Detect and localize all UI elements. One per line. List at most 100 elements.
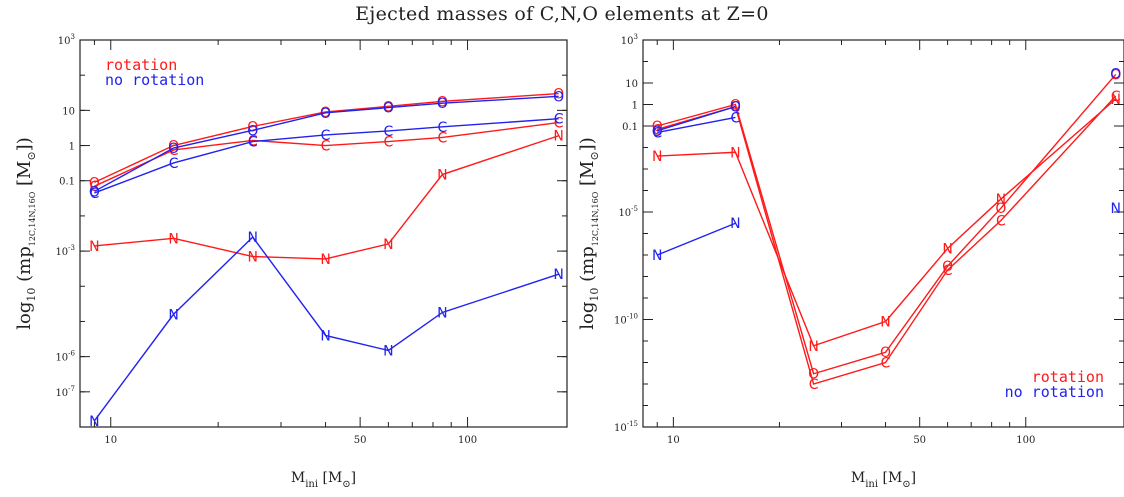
legend-entry: no rotation: [105, 71, 204, 89]
data-point-marker: C: [731, 100, 741, 116]
data-point-marker: N: [247, 250, 257, 266]
chart-panel-2: 10 50 100 10-15 10-10 10-5 0.1 1 10 103 log10 (mp1…: [577, 33, 1124, 490]
series-line: [94, 117, 559, 194]
data-point-marker: O: [168, 141, 179, 157]
data-point-marker: C: [321, 128, 331, 144]
data-point-marker: O: [168, 139, 179, 155]
y-tick-label: 10-5: [618, 205, 638, 219]
data-point-marker: C: [90, 179, 100, 195]
data-point-marker: N: [168, 231, 178, 247]
y-tick-label: 0.1: [59, 177, 75, 188]
data-point-marker: O: [437, 94, 448, 110]
series-line: [657, 105, 736, 132]
data-point-marker: N: [383, 343, 393, 359]
data-point-marker: O: [995, 201, 1006, 217]
data-point-marker: N: [437, 305, 447, 321]
data-point-marker: O: [320, 106, 331, 122]
data-point-marker: O: [730, 98, 741, 114]
x-tick-label: 10: [667, 435, 680, 446]
data-point-marker: N: [89, 239, 99, 255]
data-point-marker: C: [169, 143, 179, 159]
y-tick-label: 10-15: [614, 420, 638, 434]
data-point-marker: N: [168, 307, 178, 323]
x-tick-label: 50: [354, 435, 367, 446]
x-axis-label: Mini [M⊙]: [291, 470, 356, 490]
data-point-marker: O: [89, 175, 100, 191]
y-axis-label: log10 (mp12C,14N,16O [M⊙]): [14, 137, 38, 329]
y-tick-label: 10-3: [55, 244, 75, 258]
y-tick-label: 103: [58, 33, 75, 47]
series-line: [657, 98, 1117, 347]
data-point-marker: O: [89, 184, 100, 200]
figure-title: Ejected masses of C,N,O elements at Z=0: [355, 3, 769, 25]
series-no-rotation-C: CCC C C CC: [90, 112, 564, 202]
data-point-marker: N: [383, 237, 393, 253]
data-point-marker: C: [652, 125, 662, 141]
data-point-marker: O: [247, 119, 258, 135]
data-point-marker: C: [90, 186, 100, 202]
series-line: [94, 92, 559, 183]
data-point-marker: O: [553, 89, 564, 105]
data-point-marker: N: [652, 149, 662, 165]
y-tick-label: 1: [632, 101, 638, 112]
y-tick-label: 10-10: [614, 313, 638, 327]
data-point-marker: O: [437, 96, 448, 112]
data-point-marker: N: [553, 267, 563, 283]
data-point-marker: N: [730, 145, 740, 161]
legend-entry: rotation: [105, 56, 177, 74]
series-line: [94, 121, 559, 187]
data-point-marker: O: [730, 100, 741, 116]
y-axis-label: log10 (mp12C,14N,16O [M⊙]): [577, 137, 601, 329]
data-point-marker: C: [169, 156, 179, 172]
data-point-marker: O: [880, 345, 891, 361]
data-point-marker: N: [553, 129, 563, 145]
y-tick-label: 10-6: [55, 350, 75, 364]
data-point-marker: O: [553, 87, 564, 103]
plot-frame: [79, 39, 568, 428]
data-point-marker: C: [248, 135, 258, 151]
data-point-marker: C: [383, 124, 393, 140]
data-point-marker: N: [942, 242, 952, 258]
series-line: [657, 95, 1117, 385]
data-point-marker: C: [996, 214, 1006, 230]
data-point-marker: O: [1110, 66, 1121, 82]
x-axis-label: Mini [M⊙]: [851, 470, 916, 490]
x-tick-label: 10: [104, 435, 117, 446]
series-line: [657, 116, 736, 134]
y-tick-label: 1: [69, 142, 75, 153]
data-point-marker: C: [554, 112, 564, 128]
series-no-rotation-O: O O O: [652, 66, 1122, 139]
x-tick-label: 50: [913, 435, 926, 446]
data-point-marker: N: [880, 315, 890, 331]
y-tick-label: 10: [625, 79, 638, 90]
data-point-marker: C: [1111, 89, 1121, 105]
data-point-marker: N: [320, 328, 330, 344]
data-point-marker: C: [881, 356, 891, 372]
data-point-marker: N: [1110, 92, 1120, 108]
data-point-marker: O: [652, 124, 663, 140]
y-tick-label: 103: [621, 33, 638, 47]
data-point-marker: N: [437, 168, 447, 184]
data-point-marker: N: [320, 252, 330, 268]
y-tick-label: 10: [62, 106, 75, 117]
y-tick-label: 0.1: [622, 122, 638, 133]
series-no-rotation-C: CC: [652, 110, 740, 141]
data-point-marker: C: [943, 263, 953, 279]
data-point-marker: C: [321, 139, 331, 155]
data-point-marker: N: [808, 339, 818, 355]
data-point-marker: N: [996, 192, 1006, 208]
series-no-rotation-N: N N N: [652, 201, 1121, 264]
data-point-marker: N: [247, 230, 257, 246]
data-point-marker: C: [731, 110, 741, 126]
legend-entry: no rotation: [1005, 383, 1104, 401]
data-point-marker: C: [437, 120, 447, 136]
x-tick-label: 100: [458, 435, 477, 446]
data-point-marker: C: [383, 135, 393, 151]
data-point-marker: O: [247, 123, 258, 139]
data-point-marker: O: [1110, 67, 1121, 83]
y-tick-label: 10-7: [55, 385, 75, 399]
